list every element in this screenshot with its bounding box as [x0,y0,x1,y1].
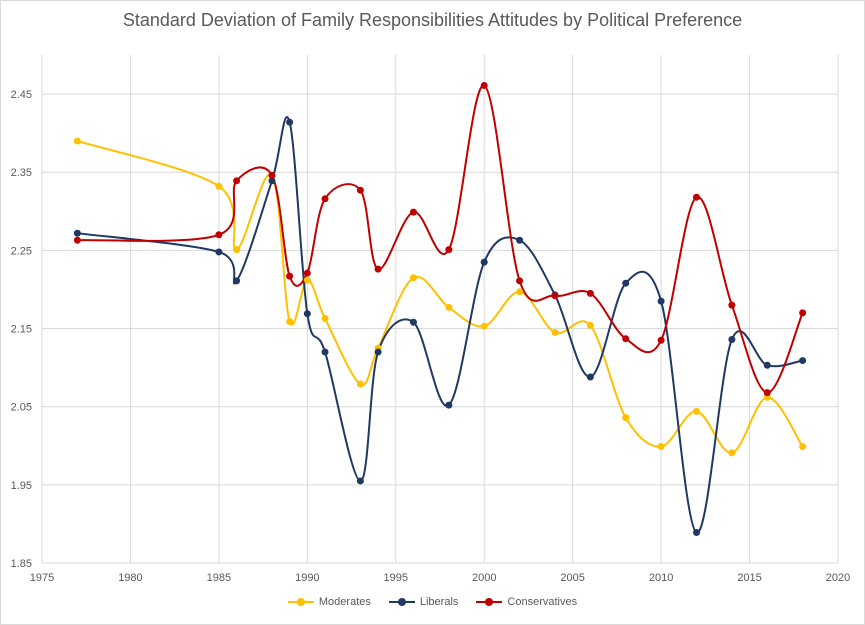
x-tick-label: 2015 [737,572,761,584]
data-point-liberals [445,401,453,409]
legend: Moderates Liberals Conservatives [0,596,865,608]
data-point-liberals [799,357,807,365]
y-tick-label: 1.95 [11,480,32,492]
series-markers [73,81,807,537]
data-point-liberals [728,335,736,343]
legend-swatch-moderates [287,597,314,607]
x-tick-label: 1980 [118,572,142,584]
legend-item-moderates: Moderates [287,596,371,608]
x-tick-label: 1985 [207,572,231,584]
data-point-moderates [321,314,329,322]
legend-swatch-liberals [388,597,415,607]
data-point-liberals [286,118,294,126]
data-point-conservatives [622,335,630,343]
data-point-moderates [303,276,311,284]
tick-labels: 1975 1980 1985 1990 1995 2000 2005 2010 2015 2020… [11,89,851,584]
x-tick-label: 1975 [30,572,54,584]
data-point-conservatives [480,81,488,89]
data-point-conservatives [233,177,241,185]
data-point-liberals [321,348,329,356]
y-tick-label: 1.85 [11,558,32,570]
data-point-conservatives [728,301,736,309]
data-point-conservatives [799,309,807,317]
x-tick-label: 2005 [560,572,584,584]
data-point-liberals [303,310,311,318]
data-point-moderates [586,321,594,329]
legend-label-liberals: Liberals [419,596,459,608]
data-point-moderates [622,414,630,422]
y-tick-label: 2.25 [11,245,32,257]
data-point-liberals [763,361,771,369]
data-point-liberals [657,297,665,305]
x-tick-label: 1995 [384,572,408,584]
data-point-moderates [692,407,700,415]
data-point-conservatives [586,289,594,297]
data-point-moderates [480,322,488,330]
x-tick-label: 1990 [295,572,319,584]
data-point-conservatives [303,269,311,277]
legend-item-conservatives: Conservatives [476,596,577,608]
data-point-conservatives [356,186,364,194]
y-tick-label: 2.35 [11,167,32,179]
legend-swatch-conservatives [476,597,503,607]
data-point-conservatives [763,389,771,397]
data-point-conservatives [73,236,81,244]
data-point-liberals [516,236,524,244]
data-point-conservatives [516,277,524,285]
data-point-conservatives [374,265,382,273]
data-point-liberals [586,373,594,381]
data-point-moderates [409,274,417,282]
data-point-liberals [622,279,630,287]
legend-label-moderates: Moderates [318,596,371,608]
data-point-liberals [480,258,488,266]
data-point-liberals [215,248,223,256]
y-tick-label: 2.45 [11,89,32,101]
data-point-moderates [516,288,524,296]
data-point-moderates [728,449,736,457]
data-point-moderates [233,246,241,254]
series-lines [77,84,804,534]
legend-item-liberals: Liberals [388,596,459,608]
data-point-conservatives [321,195,329,203]
data-point-moderates [657,443,665,451]
series-line-liberals [77,116,803,534]
data-point-moderates [799,443,807,451]
data-point-conservatives [268,171,276,179]
legend-label-conservatives: Conservatives [507,596,578,608]
y-tick-label: 2.15 [11,324,32,336]
data-point-liberals [356,477,364,485]
data-point-liberals [409,318,417,326]
x-tick-label: 2010 [649,572,673,584]
data-point-conservatives [215,231,223,239]
data-point-liberals [233,277,241,285]
series-line-moderates [77,140,804,454]
data-point-conservatives [657,336,665,344]
x-tick-label: 2000 [472,572,496,584]
data-point-conservatives [445,246,453,254]
data-point-moderates [551,328,559,336]
data-point-moderates [286,318,294,326]
y-tick-label: 2.05 [11,402,32,414]
data-point-conservatives [551,292,559,300]
x-tick-label: 2020 [826,572,850,584]
data-point-conservatives [409,208,417,216]
data-point-liberals [374,348,382,356]
data-point-liberals [268,177,276,185]
data-point-liberals [692,529,700,537]
gridlines [41,55,839,564]
data-point-conservatives [286,272,294,280]
data-point-conservatives [692,193,700,201]
series-line-conservatives [77,84,804,394]
data-point-moderates [356,380,364,388]
data-point-moderates [445,303,453,311]
data-point-liberals [73,229,81,237]
chart-title: Standard Deviation of Family Responsibil… [122,10,743,30]
data-point-moderates [215,182,223,190]
data-point-moderates [73,137,81,145]
